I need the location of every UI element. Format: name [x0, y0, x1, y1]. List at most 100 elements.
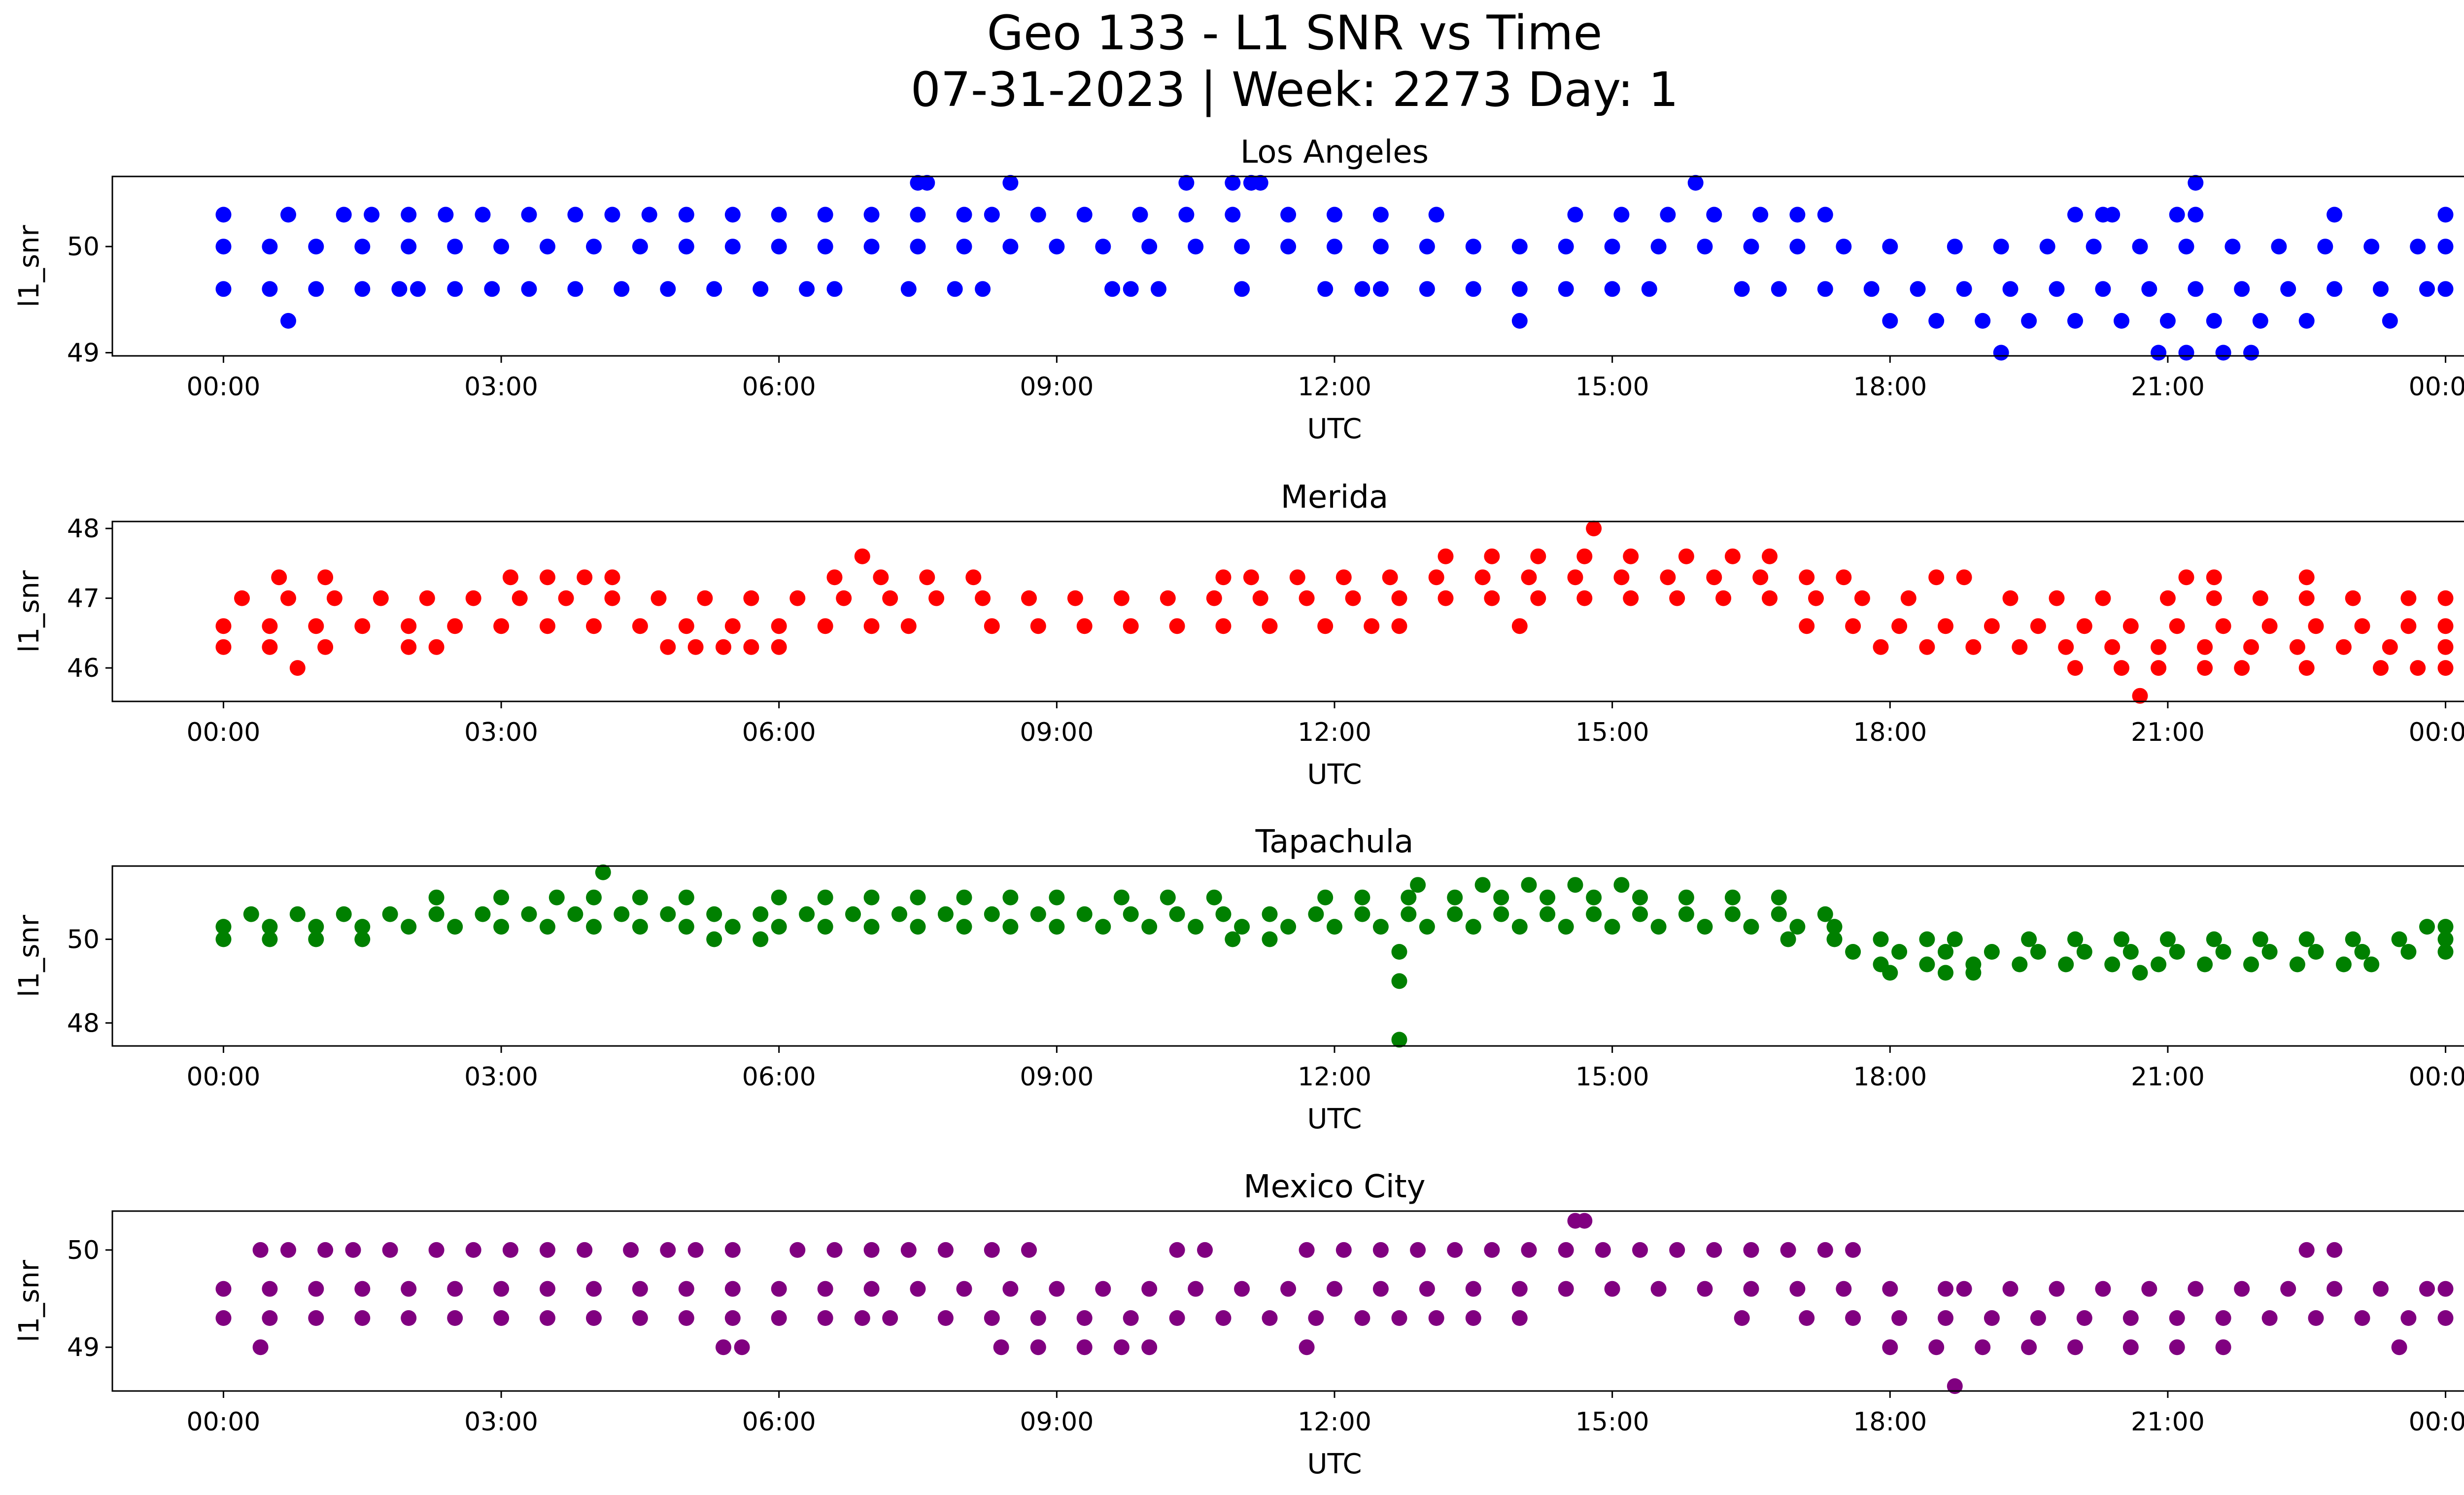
data-point — [1938, 618, 1953, 634]
x-tick-label: 21:00 — [2131, 718, 2205, 747]
data-point — [2159, 931, 2176, 947]
data-point — [567, 281, 583, 297]
data-point — [678, 207, 694, 223]
data-point — [614, 281, 630, 297]
data-point — [215, 1281, 232, 1297]
data-point — [428, 639, 445, 655]
data-point — [1215, 618, 1232, 634]
data-point — [1993, 345, 2009, 361]
data-point — [1743, 919, 1759, 935]
data-point — [1854, 590, 1870, 606]
data-point — [1141, 1281, 1158, 1297]
data-point — [2095, 281, 2111, 297]
data-point — [826, 281, 843, 297]
data-point — [2437, 618, 2454, 634]
subplot-merida: Merida 00:00 03:00 06:00 09:00 12:00 15:00 18:0… — [13, 479, 2464, 791]
data-point — [1567, 877, 1583, 893]
data-point — [475, 906, 491, 922]
data-point — [956, 889, 972, 905]
data-point — [678, 919, 694, 935]
data-point — [753, 906, 769, 922]
data-point — [1521, 1242, 1537, 1258]
data-point — [586, 889, 602, 905]
data-point — [1567, 207, 1583, 223]
data-point — [1530, 590, 1546, 606]
data-point — [2049, 281, 2065, 297]
data-point — [826, 569, 843, 586]
scatter-points — [215, 174, 2454, 361]
data-point — [1030, 207, 1046, 223]
data-point — [1817, 1242, 1833, 1258]
data-point — [2382, 639, 2398, 655]
data-point — [2159, 313, 2176, 329]
data-point — [724, 919, 741, 935]
data-point — [678, 1310, 694, 1326]
data-point — [1151, 281, 1166, 297]
data-point — [2410, 660, 2426, 676]
data-point — [1632, 906, 1648, 922]
data-point — [354, 919, 371, 935]
data-point — [632, 239, 648, 255]
data-point — [1521, 569, 1537, 586]
data-point — [1891, 618, 1908, 634]
data-point — [1817, 207, 1833, 223]
y-tick-label: 49 — [67, 339, 100, 368]
x-tick-label: 09:00 — [1020, 718, 1094, 747]
data-point — [262, 1310, 278, 1326]
data-point — [354, 931, 371, 947]
data-point — [1206, 889, 1222, 905]
data-point — [493, 618, 510, 634]
data-point — [2373, 660, 2389, 676]
data-point — [2252, 931, 2268, 947]
data-point — [586, 618, 602, 634]
data-point — [1660, 569, 1676, 586]
data-point — [687, 1242, 704, 1258]
data-point — [1484, 1242, 1500, 1258]
data-point — [900, 618, 917, 634]
data-point — [771, 919, 787, 935]
data-point — [2243, 956, 2259, 973]
data-point — [595, 864, 611, 880]
data-point — [956, 239, 972, 255]
subplot-tapachula: Tapachula 00:00 03:00 06:00 09:00 12:00 15:00 1… — [13, 824, 2464, 1135]
data-point — [2252, 313, 2268, 329]
data-point — [1372, 1281, 1389, 1297]
data-point — [2206, 590, 2222, 606]
data-point — [984, 207, 1000, 223]
data-point — [2122, 1310, 2139, 1326]
x-tick-label: 06:00 — [742, 1407, 816, 1437]
data-point — [2169, 1339, 2185, 1356]
data-point — [1188, 239, 1204, 255]
data-point — [354, 1310, 371, 1326]
data-point — [447, 919, 463, 935]
data-point — [1437, 548, 1454, 564]
data-point — [2215, 345, 2231, 361]
x-tick-label: 03:00 — [464, 718, 538, 747]
data-point — [215, 931, 232, 947]
data-point — [540, 618, 555, 634]
data-point — [521, 906, 537, 922]
data-point — [1372, 919, 1389, 935]
data-point — [1225, 931, 1241, 947]
data-point — [1465, 1310, 1481, 1326]
data-point — [1215, 1310, 1232, 1326]
data-point — [1586, 906, 1602, 922]
data-point — [1965, 965, 1982, 981]
data-point — [1799, 618, 1815, 634]
x-tick-label: 15:00 — [1575, 1062, 1649, 1092]
data-point — [2271, 239, 2287, 255]
data-point — [1401, 906, 1417, 922]
data-point — [1836, 239, 1852, 255]
data-point — [1354, 906, 1370, 922]
data-point — [2104, 639, 2121, 655]
data-point — [1234, 239, 1250, 255]
data-point — [1280, 207, 1297, 223]
data-point — [1410, 1242, 1426, 1258]
y-axis-label: l1_snr — [13, 1259, 45, 1342]
data-point — [1419, 1281, 1435, 1297]
data-point — [910, 1281, 926, 1297]
data-point — [2039, 239, 2055, 255]
data-point — [1113, 889, 1129, 905]
data-point — [2298, 313, 2315, 329]
data-point — [2234, 660, 2250, 676]
